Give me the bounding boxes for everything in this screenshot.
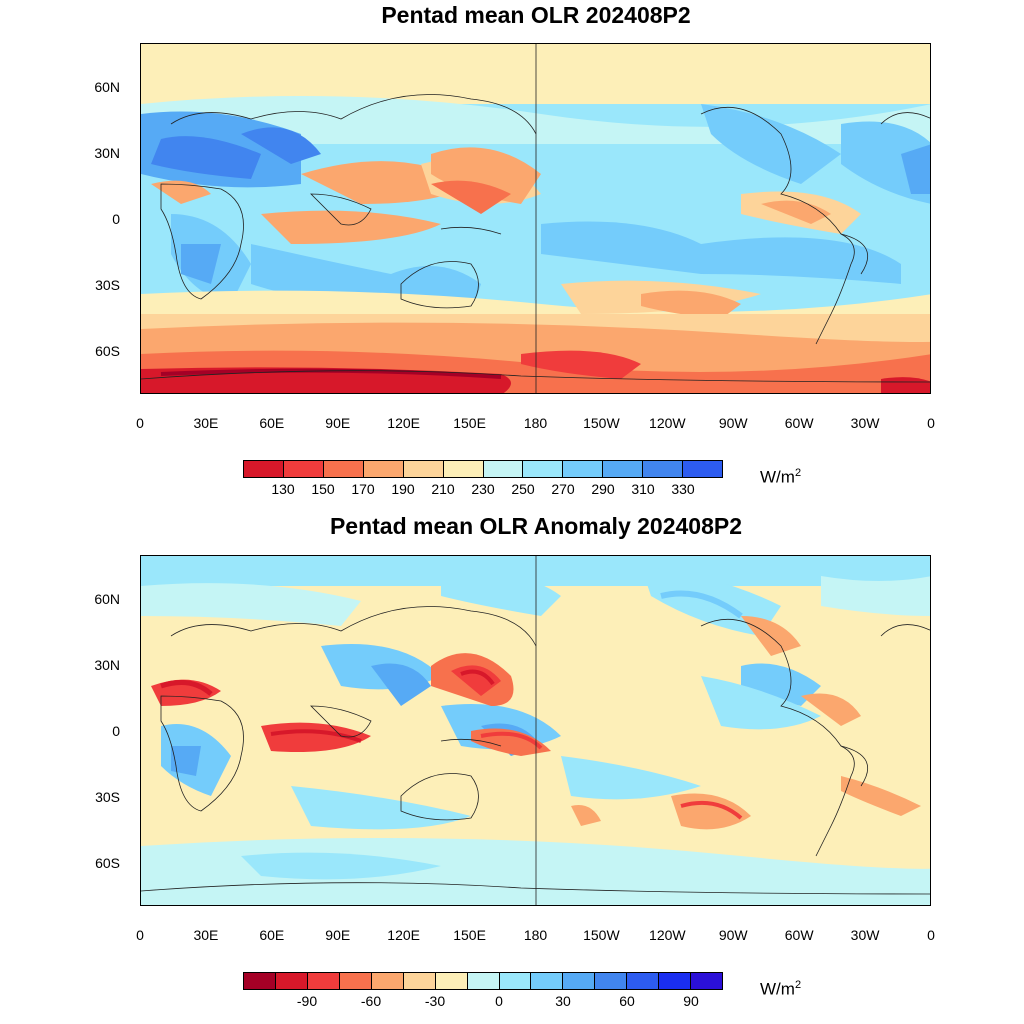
colorbar-label: 190 — [391, 481, 415, 497]
lat-label-60s: 60S — [95, 343, 120, 359]
lon-label: 90W — [718, 927, 748, 943]
lon-label: 120W — [649, 415, 686, 431]
colorbar-label: 270 — [551, 481, 575, 497]
olr-units-sup: 2 — [794, 467, 802, 479]
colorbar-label: 210 — [431, 481, 455, 497]
lon-label: 60W — [784, 927, 814, 943]
olr-colorbar — [243, 460, 723, 478]
lon-label: 120E — [387, 927, 420, 943]
colorbar-label: 290 — [591, 481, 615, 497]
anomaly-title: Pentad mean OLR Anomaly 202408P2 — [329, 513, 743, 539]
colorbar-label: 250 — [511, 481, 535, 497]
colorbar-swatch — [563, 973, 596, 989]
anom-lat-label-60n: 60N — [94, 591, 120, 607]
lon-label: 0 — [927, 927, 935, 943]
lon-label: 0 — [136, 927, 144, 943]
anomaly-colorbar — [243, 972, 723, 990]
anom-lat-label-30s: 30S — [95, 789, 120, 805]
lon-label: 120E — [387, 415, 420, 431]
anomaly-units: W/m2 — [760, 979, 801, 1000]
lon-label: 30W — [850, 415, 880, 431]
colorbar-swatch — [443, 461, 484, 477]
lon-label: 150E — [453, 415, 486, 431]
anomaly-units-text: W/m — [760, 979, 795, 999]
lat-label-30s: 30S — [95, 277, 120, 293]
lon-label: 120W — [649, 927, 686, 943]
colorbar-label: 130 — [271, 481, 295, 497]
colorbar-swatch — [371, 973, 404, 989]
colorbar-swatch — [643, 461, 684, 477]
colorbar-swatch — [283, 461, 324, 477]
lon-label: 150E — [453, 927, 486, 943]
colorbar-swatch — [403, 973, 436, 989]
colorbar-swatch — [323, 461, 364, 477]
lon-label: 60E — [259, 415, 285, 431]
anom-lat-label-60s: 60S — [95, 855, 120, 871]
anomaly-units-sup: 2 — [794, 979, 802, 991]
lon-label: 90W — [718, 415, 748, 431]
colorbar-label: 170 — [351, 481, 375, 497]
colorbar-swatch — [244, 973, 276, 989]
colorbar-swatch — [603, 461, 644, 477]
colorbar-label: 90 — [683, 993, 699, 1009]
colorbar-swatch — [691, 973, 723, 989]
colorbar-label: 150 — [311, 481, 335, 497]
colorbar-swatch — [339, 973, 372, 989]
colorbar-swatch — [499, 973, 532, 989]
lon-label: 90E — [325, 927, 351, 943]
colorbar-label: 230 — [471, 481, 495, 497]
colorbar-label: -90 — [296, 993, 318, 1009]
colorbar-swatch — [467, 973, 500, 989]
lon-label: 0 — [927, 415, 935, 431]
lat-label-30n: 30N — [94, 145, 120, 161]
colorbar-swatch — [483, 461, 524, 477]
colorbar-swatch — [523, 461, 564, 477]
colorbar-swatch — [435, 973, 468, 989]
anomaly-colorbar-labels: -90 -60 -30 0 30 60 90 — [0, 993, 1024, 1013]
anomaly-map — [140, 555, 931, 906]
lon-label: 180 — [523, 415, 548, 431]
lon-label: 30E — [193, 415, 219, 431]
colorbar-swatch — [683, 461, 723, 477]
colorbar-label: -30 — [424, 993, 446, 1009]
colorbar-label: -60 — [360, 993, 382, 1009]
colorbar-swatch — [403, 461, 444, 477]
olr-map — [140, 43, 931, 394]
colorbar-swatch — [659, 973, 692, 989]
colorbar-swatch — [244, 461, 284, 477]
olr-units: W/m2 — [760, 467, 801, 488]
lon-label: 150W — [583, 415, 620, 431]
colorbar-label: 330 — [671, 481, 695, 497]
lon-label: 180 — [523, 927, 548, 943]
lon-label: 0 — [136, 415, 144, 431]
colorbar-swatch — [363, 461, 404, 477]
olr-units-text: W/m — [760, 467, 795, 487]
colorbar-swatch — [563, 461, 604, 477]
lon-label: 90E — [325, 415, 351, 431]
lat-label-eq: 0 — [112, 211, 120, 227]
lon-label: 60E — [259, 927, 285, 943]
colorbar-label: 0 — [495, 993, 503, 1009]
olr-colorbar-labels: 130 150 170 190 210 230 250 270 290 310 330 — [0, 481, 1024, 501]
anom-lat-label-eq: 0 — [112, 723, 120, 739]
lon-label: 60W — [784, 415, 814, 431]
olr-title: Pentad mean OLR 202408P2 — [381, 2, 691, 28]
anomaly-lon-labels: 0 30E 60E 90E 120E 150E 180 150W 120W 90W 60W 30W 0 — [0, 927, 1024, 947]
colorbar-label: 30 — [555, 993, 571, 1009]
anom-lat-label-30n: 30N — [94, 657, 120, 673]
lat-label-60n: 60N — [94, 79, 120, 95]
lon-label: 150W — [583, 927, 620, 943]
colorbar-swatch — [595, 973, 628, 989]
colorbar-swatch — [531, 973, 564, 989]
colorbar-swatch — [627, 973, 660, 989]
olr-lon-labels: 0 30E 60E 90E 120E 150E 180 150W 120W 90W 60W 30W 0 — [0, 415, 1024, 435]
colorbar-swatch — [275, 973, 308, 989]
colorbar-swatch — [307, 973, 340, 989]
lon-label: 30E — [193, 927, 219, 943]
colorbar-label: 60 — [619, 993, 635, 1009]
colorbar-label: 310 — [631, 481, 655, 497]
lon-label: 30W — [850, 927, 880, 943]
